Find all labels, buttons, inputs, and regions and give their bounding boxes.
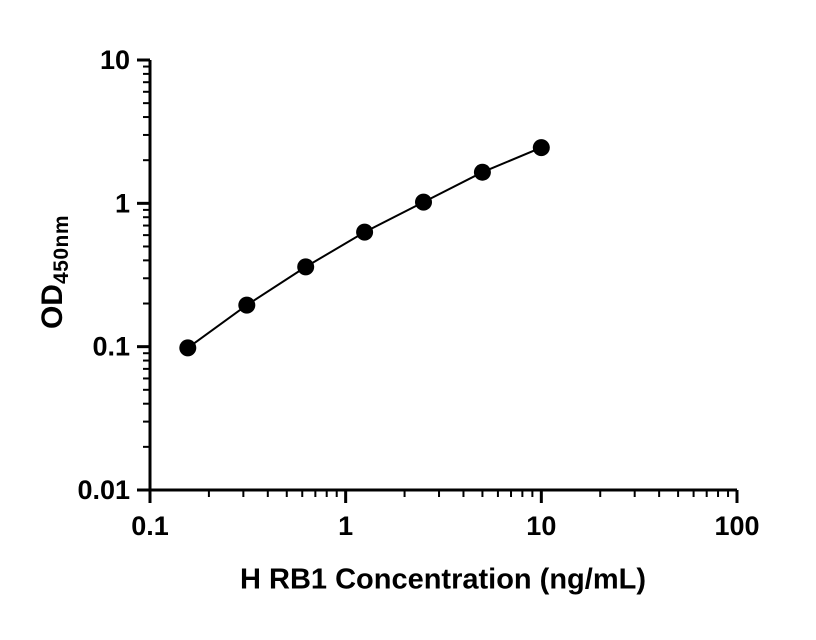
x-tick-label: 0.1 xyxy=(131,511,169,541)
axes xyxy=(148,60,737,492)
data-point xyxy=(415,193,432,211)
x-axis-title: H RB1 Concentration (ng/mL) xyxy=(240,563,646,596)
y-tick-label: 10 xyxy=(100,45,130,75)
y-tick-label: 1 xyxy=(115,188,130,218)
y-tick-label: 0.1 xyxy=(92,332,130,362)
y-axis-title: OD450nm xyxy=(36,215,74,329)
y-tick-label: 0.01 xyxy=(77,475,130,505)
x-axis-ticks: 0.1 1 10 100 xyxy=(131,490,760,541)
data-point xyxy=(532,139,550,157)
x-tick-label: 1 xyxy=(338,511,353,541)
x-tick-label: 10 xyxy=(526,511,556,541)
data-point xyxy=(356,223,374,241)
data-point xyxy=(473,163,491,181)
y-axis-title-main: OD xyxy=(36,284,69,330)
x-tick-label: 100 xyxy=(714,511,759,541)
data-point xyxy=(297,258,315,276)
data-point xyxy=(238,296,256,314)
data-point xyxy=(179,339,197,357)
y-axis-ticks: 0.01 0.1 1 10 xyxy=(77,45,150,505)
y-axis-title-subscript: 450nm xyxy=(50,214,73,285)
